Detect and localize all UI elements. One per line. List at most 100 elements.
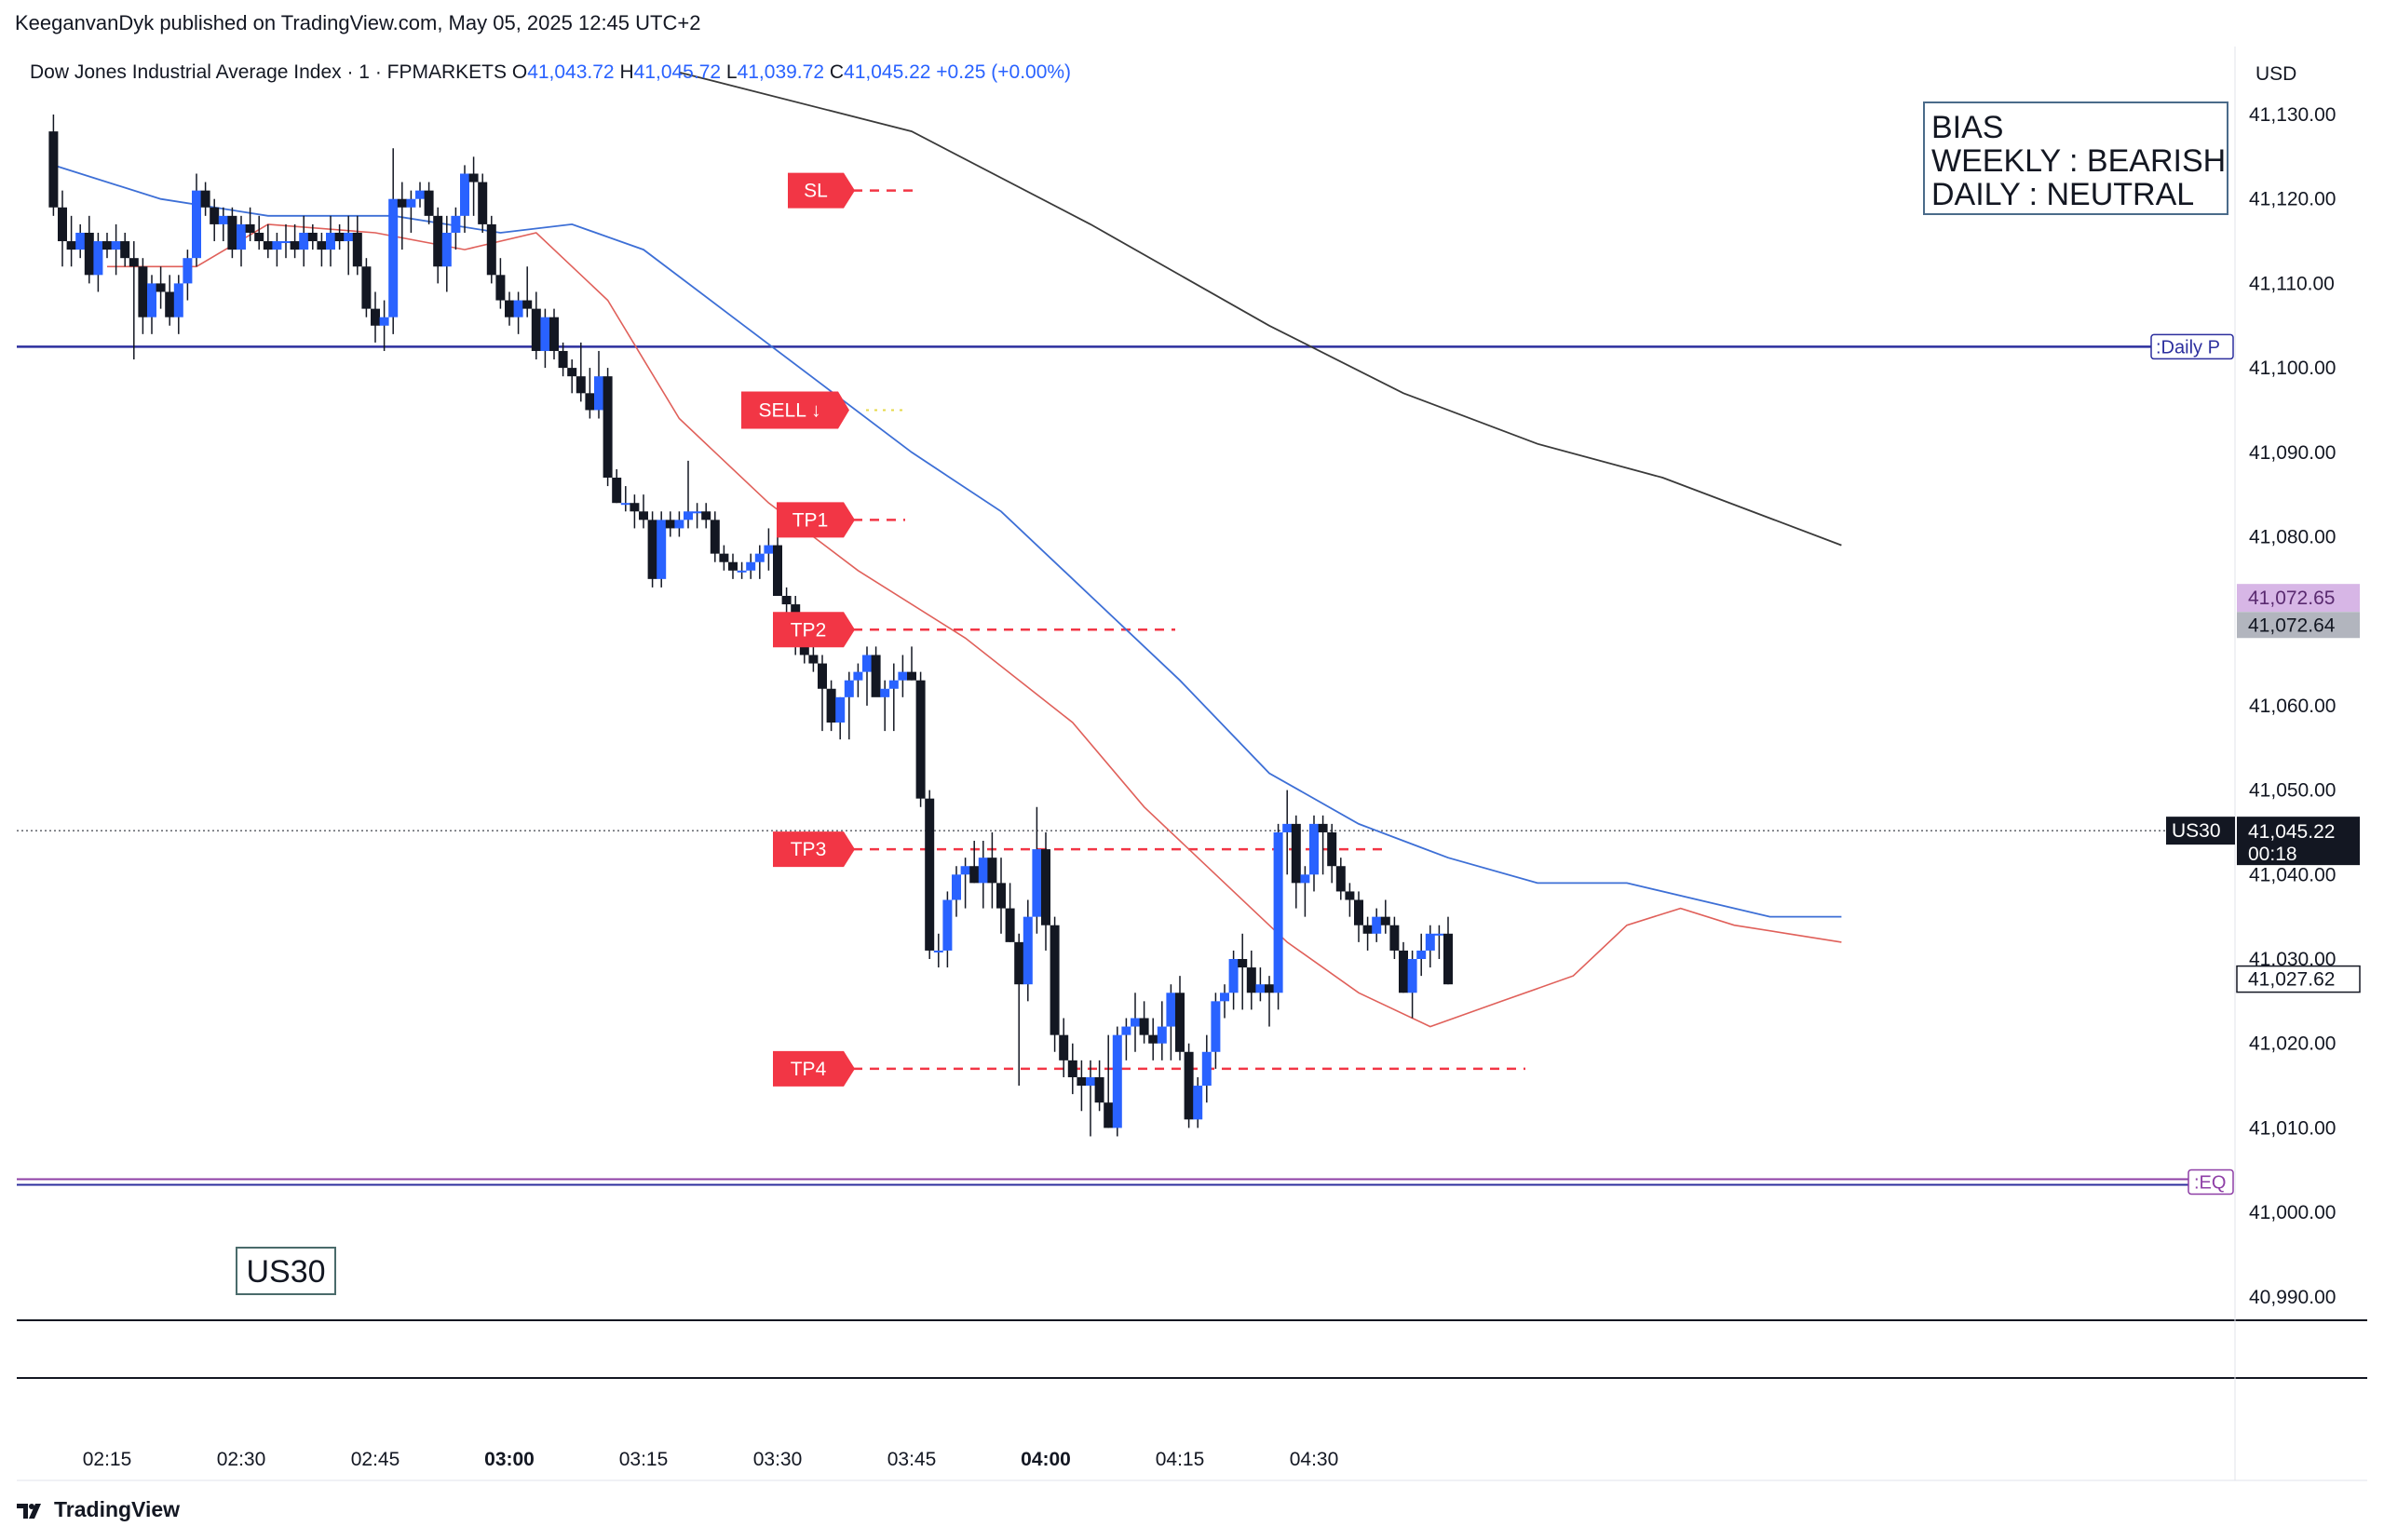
candle-up [237, 223, 246, 250]
candle-up [299, 232, 309, 250]
bias-line-1: BIAS [1931, 110, 2003, 145]
candle-down [1175, 993, 1185, 1052]
candle-down [630, 503, 640, 512]
candle-up [147, 283, 156, 317]
candle-down [808, 655, 819, 664]
candle-down [397, 198, 407, 208]
candle-down [1148, 1034, 1158, 1044]
candle-down [987, 858, 997, 884]
bias-line-3: DAILY : NEUTRAL [1931, 177, 2194, 212]
y-tick-label: 41,020.00 [2249, 1033, 2336, 1055]
candle-up [1309, 823, 1319, 875]
outline-price-value: 41,027.62 [2248, 969, 2335, 991]
candle-down [1014, 941, 1024, 985]
candle-up [1282, 823, 1293, 832]
candle-down [567, 368, 577, 377]
candle-up [1121, 1026, 1131, 1035]
tp1-tag [777, 502, 855, 538]
candle-down [84, 232, 94, 276]
symbol-price-tag [2166, 817, 2235, 845]
candle-up [111, 241, 121, 250]
candle-down [1291, 823, 1301, 884]
y-tick-label: 41,090.00 [2249, 442, 2336, 464]
candle-down [665, 520, 675, 529]
candle-up [460, 173, 469, 216]
candle-down [495, 275, 506, 301]
candle-down [1380, 916, 1390, 925]
tradingview-logo[interactable]: TradingView [17, 1497, 180, 1522]
candle-up [684, 511, 693, 520]
purple-price-tag [2237, 584, 2360, 613]
candle-up [1255, 984, 1266, 993]
candle-up [620, 503, 630, 506]
symbol-label: US30 [246, 1254, 325, 1290]
candle-down [317, 241, 327, 250]
candle-down [290, 241, 300, 250]
candle-up [192, 190, 201, 259]
x-tick-label: 04:15 [1156, 1449, 1205, 1470]
candle-down [1077, 1076, 1087, 1087]
candle-up [754, 553, 765, 562]
x-tick-label: 04:00 [1021, 1449, 1071, 1470]
candle-down [210, 207, 220, 224]
candle-up [513, 300, 523, 317]
candle-down [156, 283, 166, 292]
y-tick-label: 41,040.00 [2249, 864, 2336, 885]
ohlc-l-label: L [726, 61, 738, 83]
eq-tag [2188, 1169, 2234, 1196]
tradingview-logo-text: TradingView [54, 1497, 181, 1521]
candle-up [415, 190, 425, 199]
moving-averages-layer [53, 71, 1842, 1028]
sl-tag [788, 172, 855, 209]
candle-up [898, 671, 908, 681]
candle-up [933, 950, 943, 952]
level-labels-layer: :Daily P:EQ SL TP1 TP2 TP3 TP4 SELL ↓ [741, 172, 2234, 1196]
candle-up [737, 570, 747, 573]
candle-down [639, 511, 648, 520]
ohlc-change: +0.25 (+0.00%) [936, 61, 1071, 83]
symbol-label-box [236, 1247, 336, 1295]
candle-up [835, 696, 846, 723]
candle-down [1184, 1051, 1194, 1120]
candle-up [441, 232, 452, 267]
candle-up [942, 899, 953, 951]
candle-up [960, 866, 970, 875]
tp3-label: TP3 [791, 839, 827, 860]
candle-down [1094, 1076, 1104, 1103]
candle-down [66, 241, 76, 250]
candle-down [307, 232, 318, 242]
candle-up [540, 317, 550, 351]
candle-down [1345, 891, 1355, 900]
candle-up [594, 376, 603, 411]
candle-down [1067, 1060, 1077, 1077]
y-tick-label: 41,060.00 [2249, 696, 2336, 717]
candle-up [674, 520, 684, 529]
outline-price-tag [2236, 965, 2361, 993]
candle-up [853, 671, 863, 681]
candle-down [647, 520, 657, 579]
candle-down [1362, 925, 1373, 934]
price-axis: USD 41,130.00 41,120.00 41,110.00 41,100.00 4… [2166, 54, 2369, 1308]
y-tick-label: 41,080.00 [2249, 527, 2336, 548]
candle-down [576, 376, 586, 394]
bias-box [1923, 101, 2228, 215]
candle-down [925, 798, 935, 951]
candle-down [1389, 925, 1400, 951]
candle-down [1335, 866, 1346, 892]
candle-down [585, 393, 595, 411]
ohlc-l-value: 41,039.72 [738, 61, 830, 83]
candle-down [826, 688, 836, 723]
bias-line-2: WEEKLY : BEARISH [1931, 143, 2226, 179]
tp4-label: TP4 [791, 1059, 827, 1080]
candle-down [138, 266, 148, 317]
currency-box [2239, 54, 2369, 91]
candle-down [996, 883, 1006, 909]
candle-up [862, 655, 872, 672]
candle-up [1157, 1026, 1167, 1044]
candle-down [486, 223, 496, 276]
ohlc-h-label: H [619, 61, 633, 83]
tp4-tag [773, 1050, 855, 1087]
gray-price-tag [2237, 612, 2360, 639]
candle-down [1041, 849, 1050, 925]
